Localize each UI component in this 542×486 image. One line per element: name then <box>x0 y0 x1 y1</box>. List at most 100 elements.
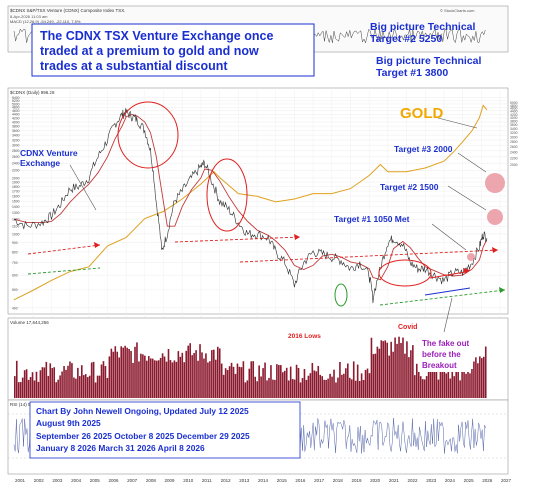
headline-line-1: The CDNX TSX Venture Exchange once <box>40 29 273 43</box>
volume-bar-83 <box>177 351 180 398</box>
volume-bar-135 <box>280 365 282 398</box>
volume-bar-95 <box>201 352 203 398</box>
volume-bar-185 <box>378 348 381 398</box>
gold-line <box>13 104 488 301</box>
gold-tick-2600: 2600 <box>510 145 518 149</box>
volume-bar-55 <box>122 347 124 398</box>
trend-arrow-mid <box>294 234 300 240</box>
gold-tick-3400: 3400 <box>510 127 518 131</box>
volume-bar-72 <box>155 360 158 398</box>
volume-bar-202 <box>412 345 414 398</box>
y-tick-5000: 5000 <box>12 102 20 106</box>
gold-tick-3600: 3600 <box>510 123 518 127</box>
y-tick-5200: 5200 <box>12 99 20 103</box>
volume-bar-62 <box>136 342 138 398</box>
volume-bar-164 <box>337 377 339 398</box>
volume-bar-30 <box>73 377 75 398</box>
price-series <box>13 104 488 304</box>
volume-bar-58 <box>128 349 130 398</box>
volume-bar-91 <box>193 353 195 398</box>
arrow-target1 <box>431 223 467 251</box>
volume-bar-21 <box>55 382 57 398</box>
circle-2018-low <box>334 283 348 307</box>
volume-bar-80 <box>171 362 174 398</box>
x-tick-2001: 2001 <box>15 478 26 483</box>
volume-bar-219 <box>445 373 448 398</box>
target-circle-2000 <box>485 173 505 193</box>
y-tick-1100: 1100 <box>12 225 19 229</box>
volume-bar-9 <box>31 372 34 398</box>
volume-bar-34 <box>80 365 83 398</box>
y-tick-4800: 4800 <box>12 106 20 110</box>
volume-bar-86 <box>183 362 186 398</box>
volume-bar-25 <box>63 366 65 398</box>
volume-bar-104 <box>218 348 221 398</box>
volume-bar-197 <box>402 337 404 398</box>
volume-bar-71 <box>153 360 156 398</box>
gold-tick-2000: 2000 <box>510 163 518 167</box>
arrow-target3 <box>457 152 487 173</box>
volume-bar-205 <box>417 370 420 398</box>
volume-bar-40 <box>92 361 95 398</box>
credit-line-4: January 8 2026 March 31 2026 April 8 202… <box>36 443 205 453</box>
arrow-gold <box>437 117 478 129</box>
volume-bar-96 <box>203 358 205 398</box>
cdnx-label: CDNX Venture Exchange <box>20 148 80 168</box>
volume-bar-153 <box>315 371 318 398</box>
y-tick-3200: 3200 <box>12 138 20 142</box>
volume-bar-128 <box>266 380 268 398</box>
volume-bar-129 <box>268 377 270 398</box>
y-tick-4000: 4000 <box>12 120 20 124</box>
trend-blue-flag <box>424 287 471 296</box>
big-target-1-line-2: Target #1 3800 <box>376 67 448 79</box>
volume-bar-211 <box>429 367 432 398</box>
volume-bar-163 <box>335 382 337 398</box>
target-circle-1500 <box>487 209 503 225</box>
volume-bar-193 <box>394 337 396 398</box>
watermark: © StockCharts.com <box>440 8 475 13</box>
volume-bar-82 <box>175 361 178 398</box>
volume-bar-238 <box>482 356 485 398</box>
cdnx-moving-average <box>13 113 488 281</box>
volume-bar-14 <box>41 367 44 398</box>
x-tick-2019: 2019 <box>351 478 362 483</box>
volume-bar-35 <box>82 375 85 398</box>
circle-2011-top <box>206 158 248 232</box>
gold-tick-3000: 3000 <box>510 136 518 140</box>
volume-bar-37 <box>86 377 89 398</box>
date-line: 8-Apr-2026 11:03 am <box>10 14 48 19</box>
volume-bar-206 <box>419 376 422 398</box>
x-tick-2013: 2013 <box>239 478 250 483</box>
x-tick-2023: 2023 <box>426 478 437 483</box>
y-tick-600: 600 <box>12 274 18 278</box>
volume-bar-124 <box>258 365 260 398</box>
volume-bar-111 <box>232 366 235 398</box>
gold-axis-ticks: 2000 2200 2400 2600280030003200340036003800… <box>510 101 518 167</box>
lows-2016-label: 2016 Lows <box>288 333 321 340</box>
y-tick-4400: 4400 <box>12 113 20 117</box>
trend-red-long <box>239 249 499 263</box>
volume-bar-56 <box>124 345 126 398</box>
volume-bar-158 <box>325 379 327 398</box>
volume-bar-156 <box>321 376 323 398</box>
volume-bar-212 <box>431 365 434 398</box>
volume-bar-11 <box>35 371 38 398</box>
volume-bar-69 <box>149 358 152 398</box>
volume-bar-203 <box>414 375 416 398</box>
volume-bars <box>14 336 487 398</box>
volume-bar-99 <box>209 361 211 398</box>
trend-arrow-breakout <box>463 268 470 274</box>
trend-arrow-green <box>499 287 505 293</box>
volume-bar-160 <box>329 373 331 398</box>
volume-bar-57 <box>126 347 128 398</box>
macd-label: MACD (12,26,9) -54.249, -22.110, 7.5% <box>10 19 81 24</box>
volume-bar-27 <box>67 365 69 398</box>
volume-bar-85 <box>181 352 184 398</box>
volume-bar-196 <box>400 343 402 398</box>
gold-label: GOLD <box>400 105 443 122</box>
volume-bar-183 <box>374 353 377 398</box>
volume-bar-154 <box>317 365 320 398</box>
gold-tick-4000: 4000 <box>510 116 518 120</box>
volume-bar-162 <box>333 369 335 398</box>
volume-bar-15 <box>43 367 46 398</box>
